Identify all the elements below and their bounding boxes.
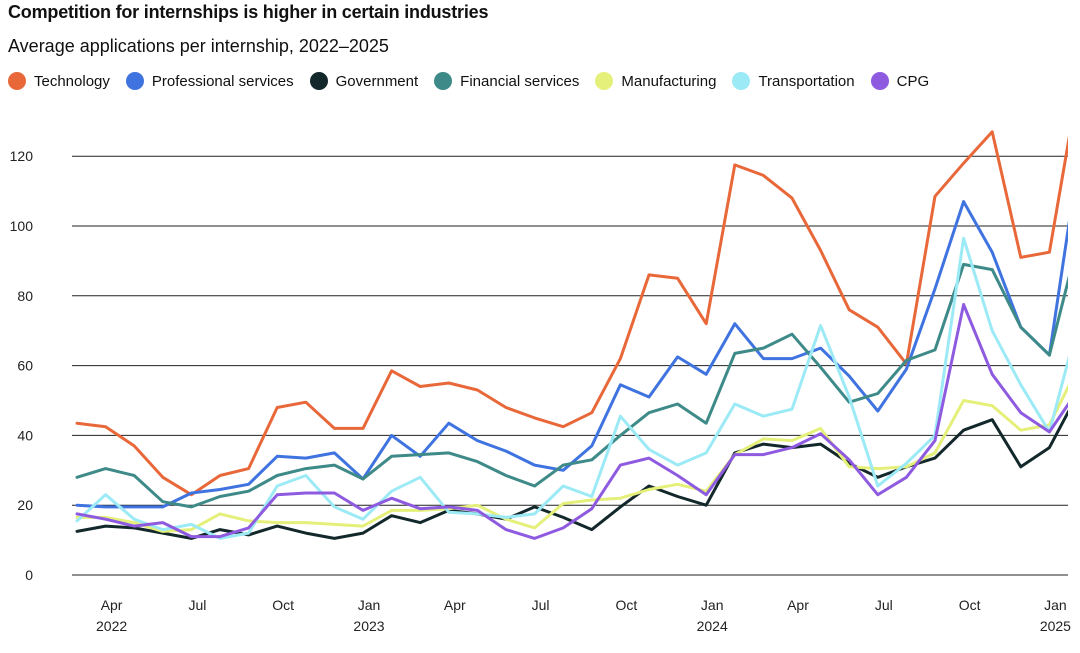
series-line-cpg [75,303,1068,540]
series-line-manufacturing [75,384,1068,533]
x-tick-year-label: 2024 [697,618,728,634]
chart-title: Competition for internships is higher in… [8,2,489,22]
series-line-professional-services [75,200,1068,509]
legend-swatch [870,72,889,90]
series-line-financial-services [75,262,1068,509]
x-tick-year-label: 2025 [1040,618,1071,634]
x-tick-label: Oct [959,597,981,613]
legend-swatch [8,72,26,90]
y-tick-label: 0 [25,567,33,583]
legend-item-transportation: Transportation [732,72,855,90]
x-tick-label: Jul [875,597,893,613]
legend-item-professional-services: Professional services [125,72,294,90]
series-line-technology [75,130,1068,497]
x-tick-year-label: 2023 [353,618,384,634]
legend-item-government: Government [309,72,419,90]
x-tick-label: Apr [787,597,809,613]
legend: Technology Professional services Governmen… [8,72,929,90]
legend-label: Technology [34,72,110,90]
legend-swatch [309,72,328,90]
legend-swatch [434,72,453,90]
legend-label: Financial services [460,72,580,90]
x-tick-label: Oct [616,597,638,613]
x-tick-label: Jan [701,597,724,613]
legend-item-cpg: CPG [870,72,930,90]
x-tick-year-label: 2022 [96,618,127,634]
y-tick-label: 60 [17,358,33,374]
legend-label: Transportation [758,72,855,90]
legend-swatch [125,72,144,90]
y-tick-label: 20 [17,497,33,513]
legend-item-manufacturing: Manufacturing [595,72,716,90]
y-tick-label: 40 [17,427,33,443]
legend-label: Government [335,72,419,90]
chart-subtitle: Average applications per internship, 202… [8,36,389,56]
y-tick-label: 120 [10,148,34,164]
legend-item-technology: Technology [8,72,110,90]
y-tick-label: 100 [10,218,34,234]
x-tick-label: Jul [532,597,550,613]
x-tick-label: Jan [1044,597,1067,613]
legend-item-financial-services: Financial services [434,72,579,90]
x-tick-label: Apr [444,597,466,613]
legend-label: CPG [896,72,930,90]
x-tick-label: Oct [272,597,294,613]
x-tick-label: Apr [101,597,123,613]
y-tick-label: 80 [17,288,33,304]
legend-swatch [595,72,614,90]
legend-label: Manufacturing [621,72,717,90]
series-line-transportation [75,236,1068,540]
x-tick-label: Jan [358,597,381,613]
legend-swatch [732,72,751,90]
x-tick-label: Jul [188,597,206,613]
legend-label: Professional services [151,72,294,90]
